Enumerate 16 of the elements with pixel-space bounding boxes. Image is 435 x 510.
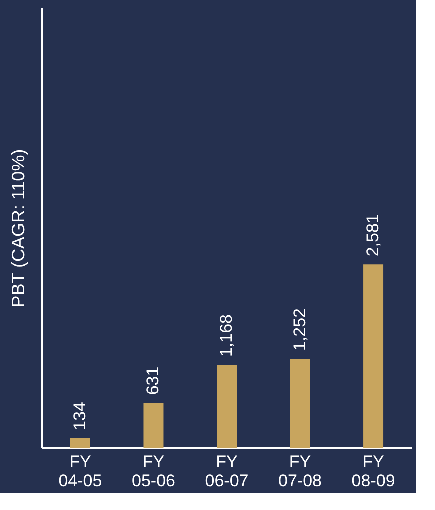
data-label: 134: [70, 402, 90, 430]
data-label: 1,168: [217, 314, 236, 358]
bar: [364, 264, 384, 448]
bar: [217, 365, 237, 448]
bar: [290, 359, 310, 448]
y-axis-title: PBT (CAGR: 110%): [8, 149, 28, 308]
x-tick-label: FY 08-09: [352, 452, 396, 490]
data-label: 631: [144, 366, 163, 396]
x-tick-label: FY 04-05: [58, 452, 102, 490]
bar: [70, 438, 90, 448]
data-label: 2,581: [364, 214, 383, 257]
x-tick-label: FY 07-08: [278, 452, 322, 490]
data-label: 1,252: [290, 308, 310, 352]
x-tick-label: FY 05-06: [132, 452, 176, 490]
bar: [144, 403, 164, 448]
x-tick-label: FY 06-07: [205, 452, 249, 490]
